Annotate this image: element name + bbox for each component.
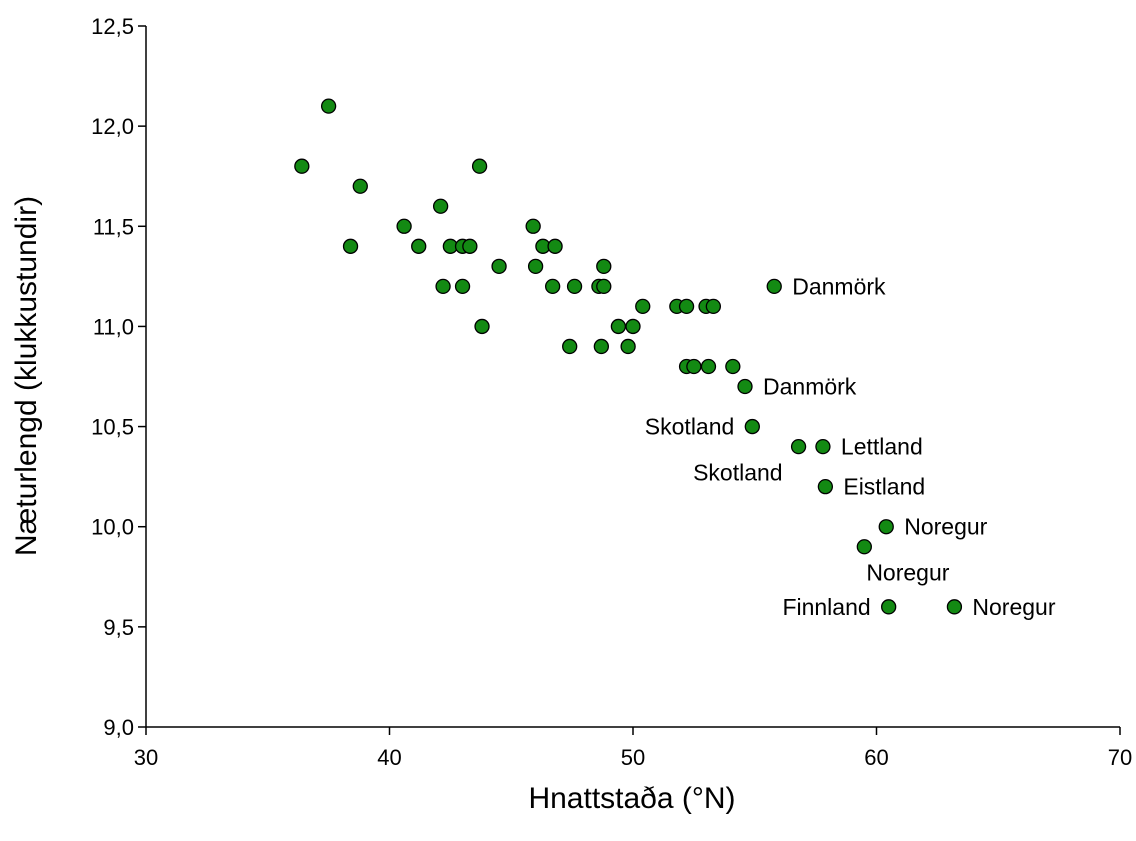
data-point xyxy=(881,599,897,615)
data-point xyxy=(320,98,337,114)
data-point xyxy=(396,218,412,234)
data-label: Lettland xyxy=(841,434,923,460)
data-point xyxy=(678,298,695,315)
data-point xyxy=(620,338,636,355)
data-point xyxy=(744,418,760,435)
y-axis-title: Næturlengd (klukkustundir) xyxy=(10,196,43,556)
data-point xyxy=(435,278,451,295)
data-label: Skotland xyxy=(645,414,735,440)
data-label: Noregur xyxy=(904,514,987,540)
data-point xyxy=(352,178,368,194)
data-point xyxy=(790,438,807,455)
data-label: Danmörk xyxy=(763,374,857,400)
data-point xyxy=(547,238,563,254)
data-point xyxy=(342,238,359,254)
y-tick-label: 10,0 xyxy=(91,515,134,540)
data-point xyxy=(878,519,894,535)
data-point xyxy=(815,438,831,455)
x-tick-label: 50 xyxy=(621,745,645,770)
x-tick-label: 30 xyxy=(134,745,158,770)
data-point xyxy=(462,238,478,254)
data-label: Skotland xyxy=(693,460,783,486)
point-labels: Danmörk Skotland Danmörk Skotland Lettland Ei… xyxy=(645,273,1056,619)
data-point xyxy=(856,539,872,555)
data-label: Finnland xyxy=(782,594,870,620)
y-tick-label: 12,5 xyxy=(91,14,134,39)
data-point xyxy=(411,238,427,254)
data-point xyxy=(700,358,717,375)
data-point xyxy=(610,318,627,335)
data-label: Noregur xyxy=(866,560,949,586)
data-point xyxy=(471,158,488,174)
y-tick-label: 10,5 xyxy=(91,415,134,440)
data-points xyxy=(294,98,963,615)
x-tick-label: 70 xyxy=(1108,745,1132,770)
data-point xyxy=(737,378,753,395)
x-axis: 30 40 50 60 70 xyxy=(134,726,1132,770)
data-point xyxy=(596,278,612,295)
data-point xyxy=(294,158,310,174)
data-point xyxy=(527,258,544,274)
data-point xyxy=(593,338,609,355)
data-point xyxy=(525,218,541,234)
data-label: Eistland xyxy=(843,474,925,500)
x-tick-label: 60 xyxy=(864,745,888,770)
data-point xyxy=(635,298,651,315)
data-point xyxy=(491,258,507,274)
y-axis: 9,0 9,5 10,0 10,5 11,0 11,5 12,0 12,5 xyxy=(91,14,147,740)
data-point xyxy=(432,198,449,214)
data-point xyxy=(474,318,490,335)
data-point xyxy=(766,278,782,295)
data-point xyxy=(562,338,578,355)
data-point xyxy=(625,318,641,335)
data-point xyxy=(686,358,702,375)
y-tick-label: 11,0 xyxy=(93,314,134,339)
data-point xyxy=(817,479,834,495)
data-point xyxy=(544,278,561,295)
data-point xyxy=(705,298,722,315)
data-point xyxy=(725,358,741,375)
data-label: Danmörk xyxy=(792,273,886,299)
y-tick-label: 9,5 xyxy=(103,615,134,640)
data-point xyxy=(566,278,583,295)
y-tick-label: 11,5 xyxy=(93,214,134,239)
data-point xyxy=(454,278,471,295)
data-point xyxy=(946,599,963,615)
y-tick-label: 12,0 xyxy=(91,114,134,139)
x-tick-label: 40 xyxy=(377,745,401,770)
x-axis-title: Hnattstaða (°N) xyxy=(528,782,735,815)
data-label: Noregur xyxy=(972,594,1055,620)
data-point xyxy=(596,258,612,274)
y-tick-label: 9,0 xyxy=(103,715,134,740)
